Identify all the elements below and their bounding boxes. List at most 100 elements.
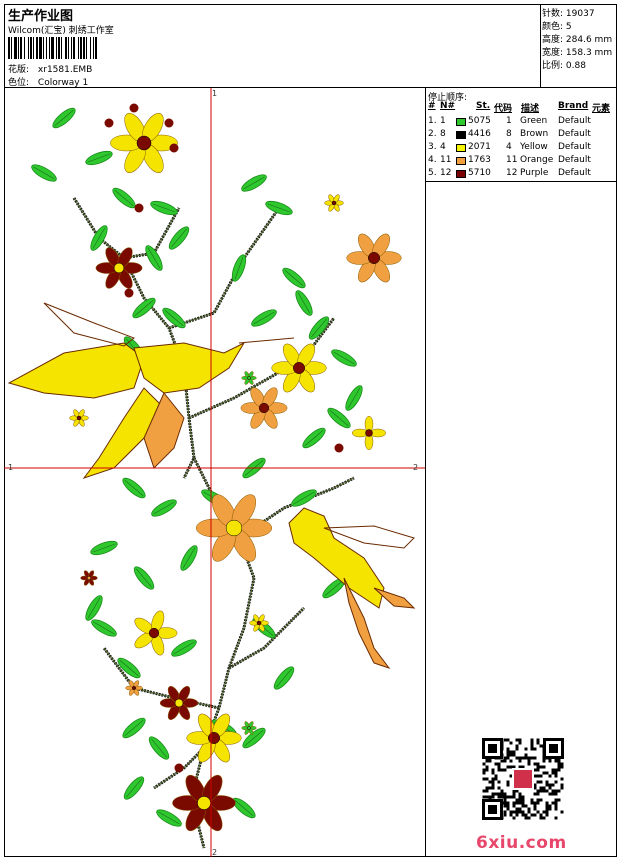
- qr-module: [551, 789, 555, 793]
- stat-value: 5: [565, 22, 572, 32]
- qr-module: [515, 747, 519, 751]
- header-info-panel: [4, 4, 541, 88]
- qr-module: [554, 771, 558, 775]
- col-header-code: 代码: [494, 104, 513, 114]
- qr-module: [545, 771, 549, 775]
- row-stitches: 1763: [468, 155, 491, 165]
- flower-center: [293, 362, 305, 374]
- qr-module: [557, 789, 561, 793]
- leaf-vein: [293, 491, 315, 505]
- bird-part: [143, 392, 185, 469]
- qr-module: [509, 741, 513, 745]
- qr-module: [536, 738, 540, 742]
- qr-module: [482, 771, 486, 775]
- leaf-vein: [147, 247, 161, 269]
- qr-module: [542, 771, 546, 775]
- qr-module: [491, 780, 495, 784]
- col-header-index: #: [428, 101, 436, 111]
- qr-module: [491, 768, 495, 772]
- qr-finder: [488, 744, 497, 753]
- qr-module: [491, 786, 495, 790]
- watermark-logo: 6xiu.com: [476, 833, 567, 853]
- stat-value: 284.6 mm: [565, 35, 613, 45]
- qr-module: [512, 765, 516, 769]
- qr-module: [527, 807, 531, 811]
- bird-part: [7, 342, 145, 399]
- color-swatch: [456, 157, 466, 165]
- row-code: 12: [506, 168, 518, 178]
- flower-center: [197, 796, 211, 810]
- stat-label: 比例:: [542, 61, 564, 71]
- qr-module: [524, 753, 528, 757]
- bird-part: [373, 587, 416, 609]
- qr-module: [548, 804, 552, 808]
- qr-module: [518, 810, 522, 814]
- qr-module: [494, 777, 498, 781]
- qr-module: [539, 816, 543, 820]
- axis-label-bottom: 2: [212, 848, 218, 857]
- qr-module: [512, 753, 516, 757]
- qr-module: [530, 813, 534, 817]
- qr-module: [527, 816, 531, 820]
- qr-module: [485, 759, 489, 763]
- qr-module: [533, 807, 537, 811]
- qr-module: [494, 762, 498, 766]
- qr-module: [491, 777, 495, 781]
- qr-module: [509, 750, 513, 754]
- stop-sequence-title: 停止顺序:: [428, 93, 468, 103]
- qr-module: [488, 759, 492, 763]
- qr-module: [524, 756, 528, 760]
- leaf-vein: [152, 203, 176, 213]
- qr-module: [518, 798, 522, 802]
- qr-module: [500, 768, 504, 772]
- row-brand: Default: [558, 116, 591, 126]
- berry: [164, 118, 174, 128]
- qr-module: [536, 798, 540, 802]
- stat-value: 158.3 mm: [565, 48, 613, 58]
- flower-center: [174, 698, 184, 708]
- qr-module: [554, 774, 558, 778]
- qr-module: [524, 816, 528, 820]
- qr-module: [557, 798, 561, 802]
- qr-module: [560, 786, 564, 790]
- qr-module: [554, 780, 558, 784]
- qr-module: [536, 765, 540, 769]
- qr-module: [530, 801, 534, 805]
- stat-row: 针数: 19037: [542, 6, 595, 19]
- qr-module: [518, 759, 522, 763]
- vine-stem: [153, 747, 205, 789]
- qr-module: [554, 792, 558, 796]
- qr-module: [506, 753, 510, 757]
- stat-value: 0.88: [565, 61, 586, 71]
- qr-module: [509, 795, 513, 799]
- row-description: Brown: [520, 129, 549, 139]
- qr-module: [518, 738, 522, 742]
- qr-module: [548, 783, 552, 787]
- qr-module: [509, 813, 513, 817]
- row-description: Purple: [520, 168, 549, 178]
- qr-module: [536, 768, 540, 772]
- leaf-vein: [253, 311, 275, 325]
- qr-module: [509, 774, 513, 778]
- qr-module: [509, 759, 513, 763]
- bird-part: [343, 577, 391, 669]
- stop-table-divider: [426, 181, 617, 182]
- qr-module: [512, 789, 516, 793]
- qr-module: [503, 792, 507, 796]
- qr-module: [512, 750, 516, 754]
- berry: [174, 763, 184, 773]
- leaf-vein: [151, 738, 167, 758]
- qr-module: [560, 810, 564, 814]
- qr-module: [503, 795, 507, 799]
- qr-module: [521, 813, 525, 817]
- qr-module: [533, 783, 537, 787]
- bird-part: [323, 525, 415, 549]
- qr-module: [506, 795, 510, 799]
- qr-module: [554, 789, 558, 793]
- row-description: Orange: [520, 155, 554, 165]
- qr-module: [515, 807, 519, 811]
- qr-module: [521, 810, 525, 814]
- qr-module: [542, 789, 546, 793]
- qr-module: [539, 780, 543, 784]
- qr-module: [500, 795, 504, 799]
